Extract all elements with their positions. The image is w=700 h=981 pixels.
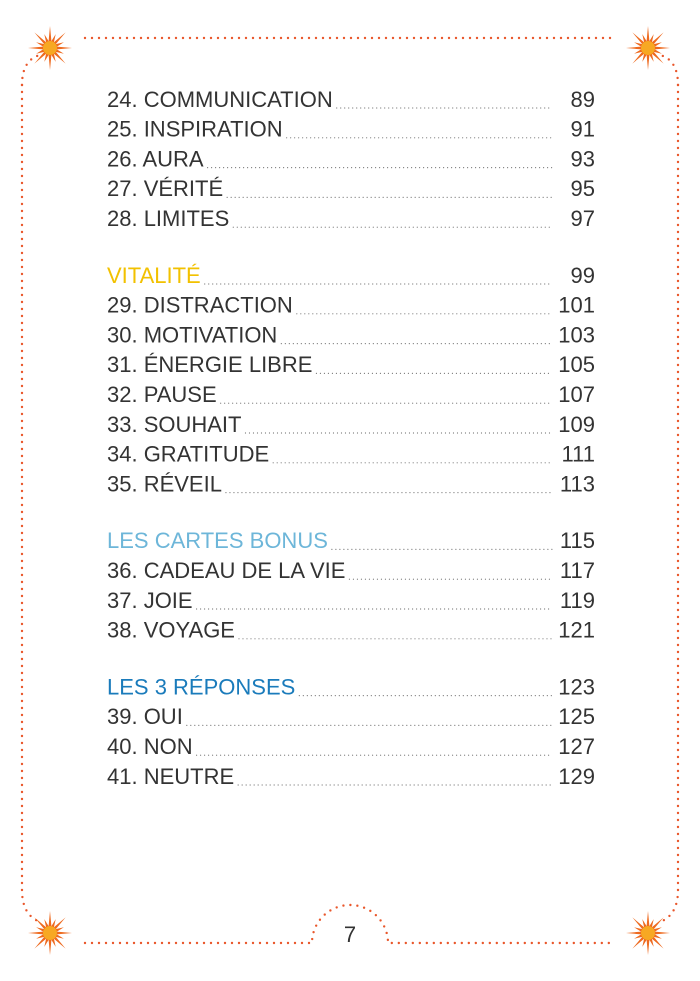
- toc-entry: 33. SOUHAIT: [107, 412, 241, 437]
- page-ref: 111: [562, 442, 595, 467]
- page-ref: 123: [558, 674, 595, 699]
- page-ref: 117: [560, 558, 595, 583]
- toc-entry: 32. PAUSE: [107, 382, 217, 407]
- toc-entry: 38. VOYAGE: [107, 618, 235, 643]
- corner-stars: [28, 26, 670, 955]
- page-ref: 89: [571, 87, 595, 112]
- page-ref: 127: [558, 734, 595, 759]
- section-heading: VITALITÉ: [107, 263, 201, 288]
- toc-entry: 31. ÉNERGIE LIBRE: [107, 352, 312, 377]
- page-ref: 91: [571, 117, 595, 142]
- page-ref: 97: [571, 206, 595, 231]
- page-ref: 99: [571, 263, 595, 288]
- page-ref: 125: [558, 704, 595, 729]
- toc-entry: 41. NEUTRE: [107, 764, 234, 789]
- star-center: [43, 41, 57, 55]
- toc-entry: 34. GRATITUDE: [107, 442, 269, 467]
- page-ref: 129: [558, 764, 595, 789]
- star-center: [641, 41, 655, 55]
- star-center: [641, 926, 655, 940]
- section-heading: LES CARTES BONUS: [107, 528, 328, 553]
- star-center: [43, 926, 57, 940]
- page-ref: 119: [560, 588, 595, 613]
- toc-entry: 29. DISTRACTION: [107, 293, 293, 318]
- page-ref: 105: [558, 352, 595, 377]
- page-ref: 109: [558, 412, 595, 437]
- toc-entry: 35. RÉVEIL: [107, 471, 222, 496]
- toc-entry: 30. MOTIVATION: [107, 322, 277, 347]
- page-number: 7: [344, 922, 356, 947]
- page-ref: 95: [571, 176, 595, 201]
- page-ref: 107: [558, 382, 595, 407]
- toc-entry: 27. VÉRITÉ: [107, 176, 223, 201]
- toc-entry: 28. LIMITES: [107, 206, 229, 231]
- toc-entry: 36. CADEAU DE LA VIE: [107, 558, 345, 583]
- page-ref: 115: [560, 528, 595, 553]
- page-ref: 93: [571, 146, 595, 171]
- toc-entry: 40. NON: [107, 734, 193, 759]
- border-bottom: [83, 903, 617, 945]
- toc-entry: 24. COMMUNICATION: [107, 87, 333, 112]
- toc-entry: 25. INSPIRATION: [107, 117, 283, 142]
- toc-entry: 39. OUI: [107, 704, 183, 729]
- toc-entry: 26. AURA: [107, 146, 204, 171]
- border-corner-curves: [20, 53, 680, 924]
- page-ref: 121: [558, 618, 595, 643]
- page-ref: 103: [558, 322, 595, 347]
- page-ref: 101: [558, 293, 595, 318]
- page-ref: 113: [560, 471, 595, 496]
- section-heading: LES 3 RÉPONSES: [107, 674, 295, 699]
- toc-entry: 37. JOIE: [107, 588, 193, 613]
